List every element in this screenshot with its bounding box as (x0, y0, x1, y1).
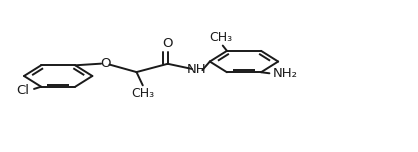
Text: NH: NH (186, 63, 206, 76)
Text: O: O (100, 57, 110, 70)
Text: CH₃: CH₃ (209, 31, 232, 44)
Text: CH₃: CH₃ (131, 87, 154, 100)
Text: NH₂: NH₂ (273, 67, 298, 80)
Text: O: O (163, 37, 173, 50)
Text: Cl: Cl (16, 84, 29, 97)
